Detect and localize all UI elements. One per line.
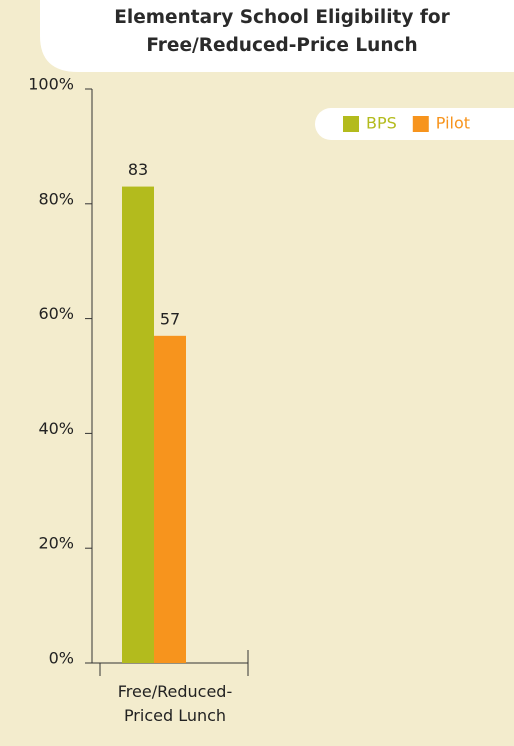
y-tick-label: 60% <box>38 304 74 323</box>
y-tick-label: 0% <box>49 649 74 668</box>
title-tab <box>40 0 514 72</box>
data-label: 57 <box>160 309 180 328</box>
legend-swatch <box>412 116 429 132</box>
y-tick-label: 80% <box>38 189 74 208</box>
y-tick-label: 100% <box>28 75 74 94</box>
x-tick-label: Free/Reduced-Priced Lunch <box>117 682 233 725</box>
y-tick-label: 40% <box>38 419 74 438</box>
bar <box>154 335 186 663</box>
chart-title: Elementary School Eligibility for <box>114 7 450 28</box>
bar <box>122 186 154 663</box>
y-tick-label: 20% <box>38 534 74 553</box>
legend-label: BPS <box>366 114 397 133</box>
chart-title: Free/Reduced-Price Lunch <box>146 35 417 56</box>
legend-swatch <box>343 116 359 132</box>
legend-label: Pilot <box>436 114 470 133</box>
data-label: 83 <box>128 160 148 179</box>
